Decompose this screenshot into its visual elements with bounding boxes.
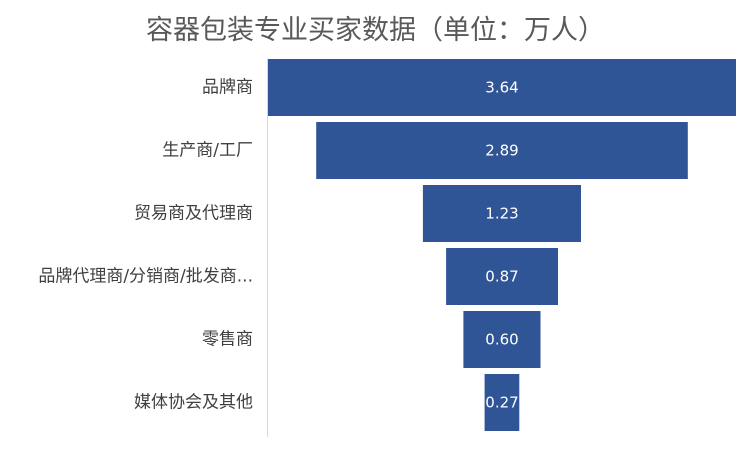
funnel-bar xyxy=(446,248,558,305)
category-label: 贸易商及代理商 xyxy=(134,204,253,224)
data-label: 0.60 xyxy=(485,331,518,349)
category-label: 生产商/工厂 xyxy=(162,141,253,161)
data-label: 0.27 xyxy=(485,394,518,412)
category-label: 零售商 xyxy=(202,330,253,350)
data-label: 2.89 xyxy=(485,142,518,160)
funnel-bar xyxy=(268,59,736,116)
funnel-bar xyxy=(484,374,520,431)
chart-title: 容器包装专业买家数据（单位：万人） xyxy=(146,15,605,46)
data-label: 1.23 xyxy=(485,205,518,223)
funnel-bar xyxy=(463,311,541,368)
category-label: 品牌商 xyxy=(202,78,253,98)
category-label: 媒体协会及其他 xyxy=(134,393,253,413)
funnel-bar xyxy=(316,122,688,179)
category-label: 品牌代理商/分销商/批发商... xyxy=(38,267,253,287)
data-label: 3.64 xyxy=(485,79,518,97)
funnel-bar xyxy=(422,185,581,242)
data-label: 0.87 xyxy=(485,268,518,286)
